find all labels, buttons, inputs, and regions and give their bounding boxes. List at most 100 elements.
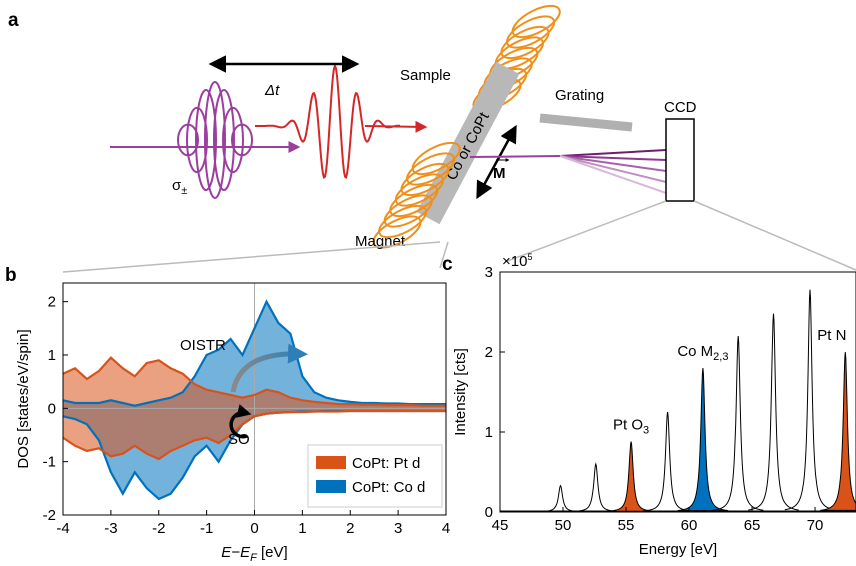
x-tick-label: 1 bbox=[298, 520, 306, 537]
legend-swatch bbox=[316, 480, 346, 493]
label-part: σ bbox=[172, 177, 182, 194]
legend-swatch bbox=[316, 456, 346, 469]
coil-loop bbox=[411, 141, 461, 176]
dos-line bbox=[62, 299, 446, 407]
sample-title: Sample bbox=[400, 67, 451, 84]
label-part: E bbox=[221, 544, 232, 561]
pulse-loop bbox=[186, 106, 208, 174]
pump-beam bbox=[364, 120, 428, 133]
chart-b: b -4 -3 -2 -1 0 1 2 3 4 -2 -1 0 1 2 DOS [states/eV/spin… bbox=[5, 265, 450, 564]
coil-loop bbox=[506, 15, 556, 49]
pulse-loop bbox=[204, 81, 226, 199]
peak bbox=[642, 411, 693, 512]
dos-line bbox=[62, 356, 446, 407]
x-axis-label: E−EF [eV] bbox=[221, 544, 287, 564]
y-axis-label: Intensity [cts] bbox=[452, 348, 469, 436]
peak bbox=[748, 313, 799, 511]
peak bbox=[605, 441, 657, 512]
x-axis-label: Energy [eV] bbox=[639, 541, 717, 558]
zoom-lines bbox=[62, 200, 856, 273]
y-tick-label: -2 bbox=[43, 507, 56, 524]
dos-area bbox=[63, 408, 446, 459]
plot-frame bbox=[62, 282, 447, 516]
peak bbox=[535, 484, 586, 513]
x-tick-label: 55 bbox=[618, 517, 635, 534]
pump-pulse bbox=[255, 63, 400, 180]
annotation: SO bbox=[228, 431, 250, 448]
x-tick-label: 4 bbox=[442, 520, 450, 537]
x-tick-label: 50 bbox=[555, 517, 572, 534]
oistr-arrow bbox=[230, 343, 308, 393]
label-part: [eV] bbox=[257, 544, 288, 561]
label-subscript: ± bbox=[181, 185, 187, 197]
peak bbox=[784, 289, 836, 511]
setup-diagram: a Δt σ± Co or CoPt Sample Magnet M Grati… bbox=[8, 4, 856, 273]
grating-label: Grating bbox=[555, 87, 604, 104]
x-tick-label: 0 bbox=[250, 520, 258, 537]
peak bbox=[570, 462, 621, 512]
y-tick-label: 0 bbox=[48, 400, 56, 417]
pulse-loop bbox=[231, 123, 253, 157]
label-part: Pt O bbox=[613, 417, 643, 434]
multiplier: ×105 bbox=[502, 252, 532, 270]
label-part: F bbox=[250, 552, 258, 564]
x-tick-label: -3 bbox=[104, 520, 117, 537]
x-tick-label: 70 bbox=[807, 517, 824, 534]
x-tick-label: 65 bbox=[744, 517, 761, 534]
coil-loop bbox=[372, 215, 422, 249]
so-arrow bbox=[229, 404, 252, 439]
label-subscript: 3 bbox=[643, 425, 649, 437]
pulse-loop bbox=[222, 106, 244, 174]
annotation: OISTR bbox=[180, 337, 226, 354]
label-subscript: 2,3 bbox=[713, 351, 728, 363]
plot-area bbox=[500, 289, 856, 513]
x-tick-label: -2 bbox=[152, 520, 165, 537]
magnetization-label: M bbox=[493, 165, 506, 182]
peak-label: Pt N bbox=[817, 327, 846, 344]
peak-label: Co M2,3 bbox=[677, 343, 728, 363]
probe-beam bbox=[469, 155, 561, 158]
peak bbox=[820, 351, 856, 511]
coil-loop bbox=[378, 204, 428, 239]
magnet-coil bbox=[372, 141, 461, 249]
peak bbox=[677, 367, 729, 512]
y-tick-label: -1 bbox=[43, 454, 56, 471]
peak-label: Pt O3 bbox=[613, 417, 649, 437]
legend: CoPt: Pt d CoPt: Co d bbox=[307, 444, 443, 508]
ccd-label: CCD bbox=[664, 99, 697, 116]
coil-loop bbox=[389, 183, 439, 218]
x-tick-label: 45 bbox=[492, 517, 509, 534]
xuv-pulse bbox=[177, 81, 253, 199]
legend-label: CoPt: Co d bbox=[352, 479, 425, 496]
y-tick-label: 2 bbox=[485, 344, 493, 361]
label-superscript: 5 bbox=[527, 252, 532, 262]
delay-label: Δt bbox=[264, 82, 280, 99]
y-tick-label: 3 bbox=[485, 264, 493, 281]
coil-loop bbox=[383, 194, 433, 228]
coil-loop bbox=[500, 25, 550, 60]
label-part: Co M bbox=[677, 343, 713, 360]
legend-label: CoPt: Pt d bbox=[352, 455, 420, 472]
label-part: ×10 bbox=[502, 253, 527, 270]
plot-area bbox=[62, 283, 446, 515]
ccd bbox=[665, 118, 695, 202]
dos-area bbox=[63, 357, 446, 409]
magnetization-arrow bbox=[476, 124, 517, 200]
x-tick-label: 60 bbox=[681, 517, 698, 534]
coil-loop bbox=[400, 162, 450, 197]
coil-loop bbox=[511, 4, 561, 39]
coil-loop bbox=[394, 173, 444, 207]
y-tick-label: 1 bbox=[48, 347, 56, 364]
panel-label: a bbox=[8, 10, 19, 31]
x-tick-label: 3 bbox=[394, 520, 402, 537]
x-tick-label: -4 bbox=[56, 520, 69, 537]
coil-loop bbox=[406, 152, 456, 186]
x-tick-label: -1 bbox=[200, 520, 213, 537]
x-tick-label: 2 bbox=[346, 520, 354, 537]
legend-box bbox=[307, 444, 443, 508]
y-tick-label: 2 bbox=[48, 294, 56, 311]
dispersed-beams bbox=[559, 149, 667, 194]
label-part: Pt N bbox=[817, 327, 846, 344]
